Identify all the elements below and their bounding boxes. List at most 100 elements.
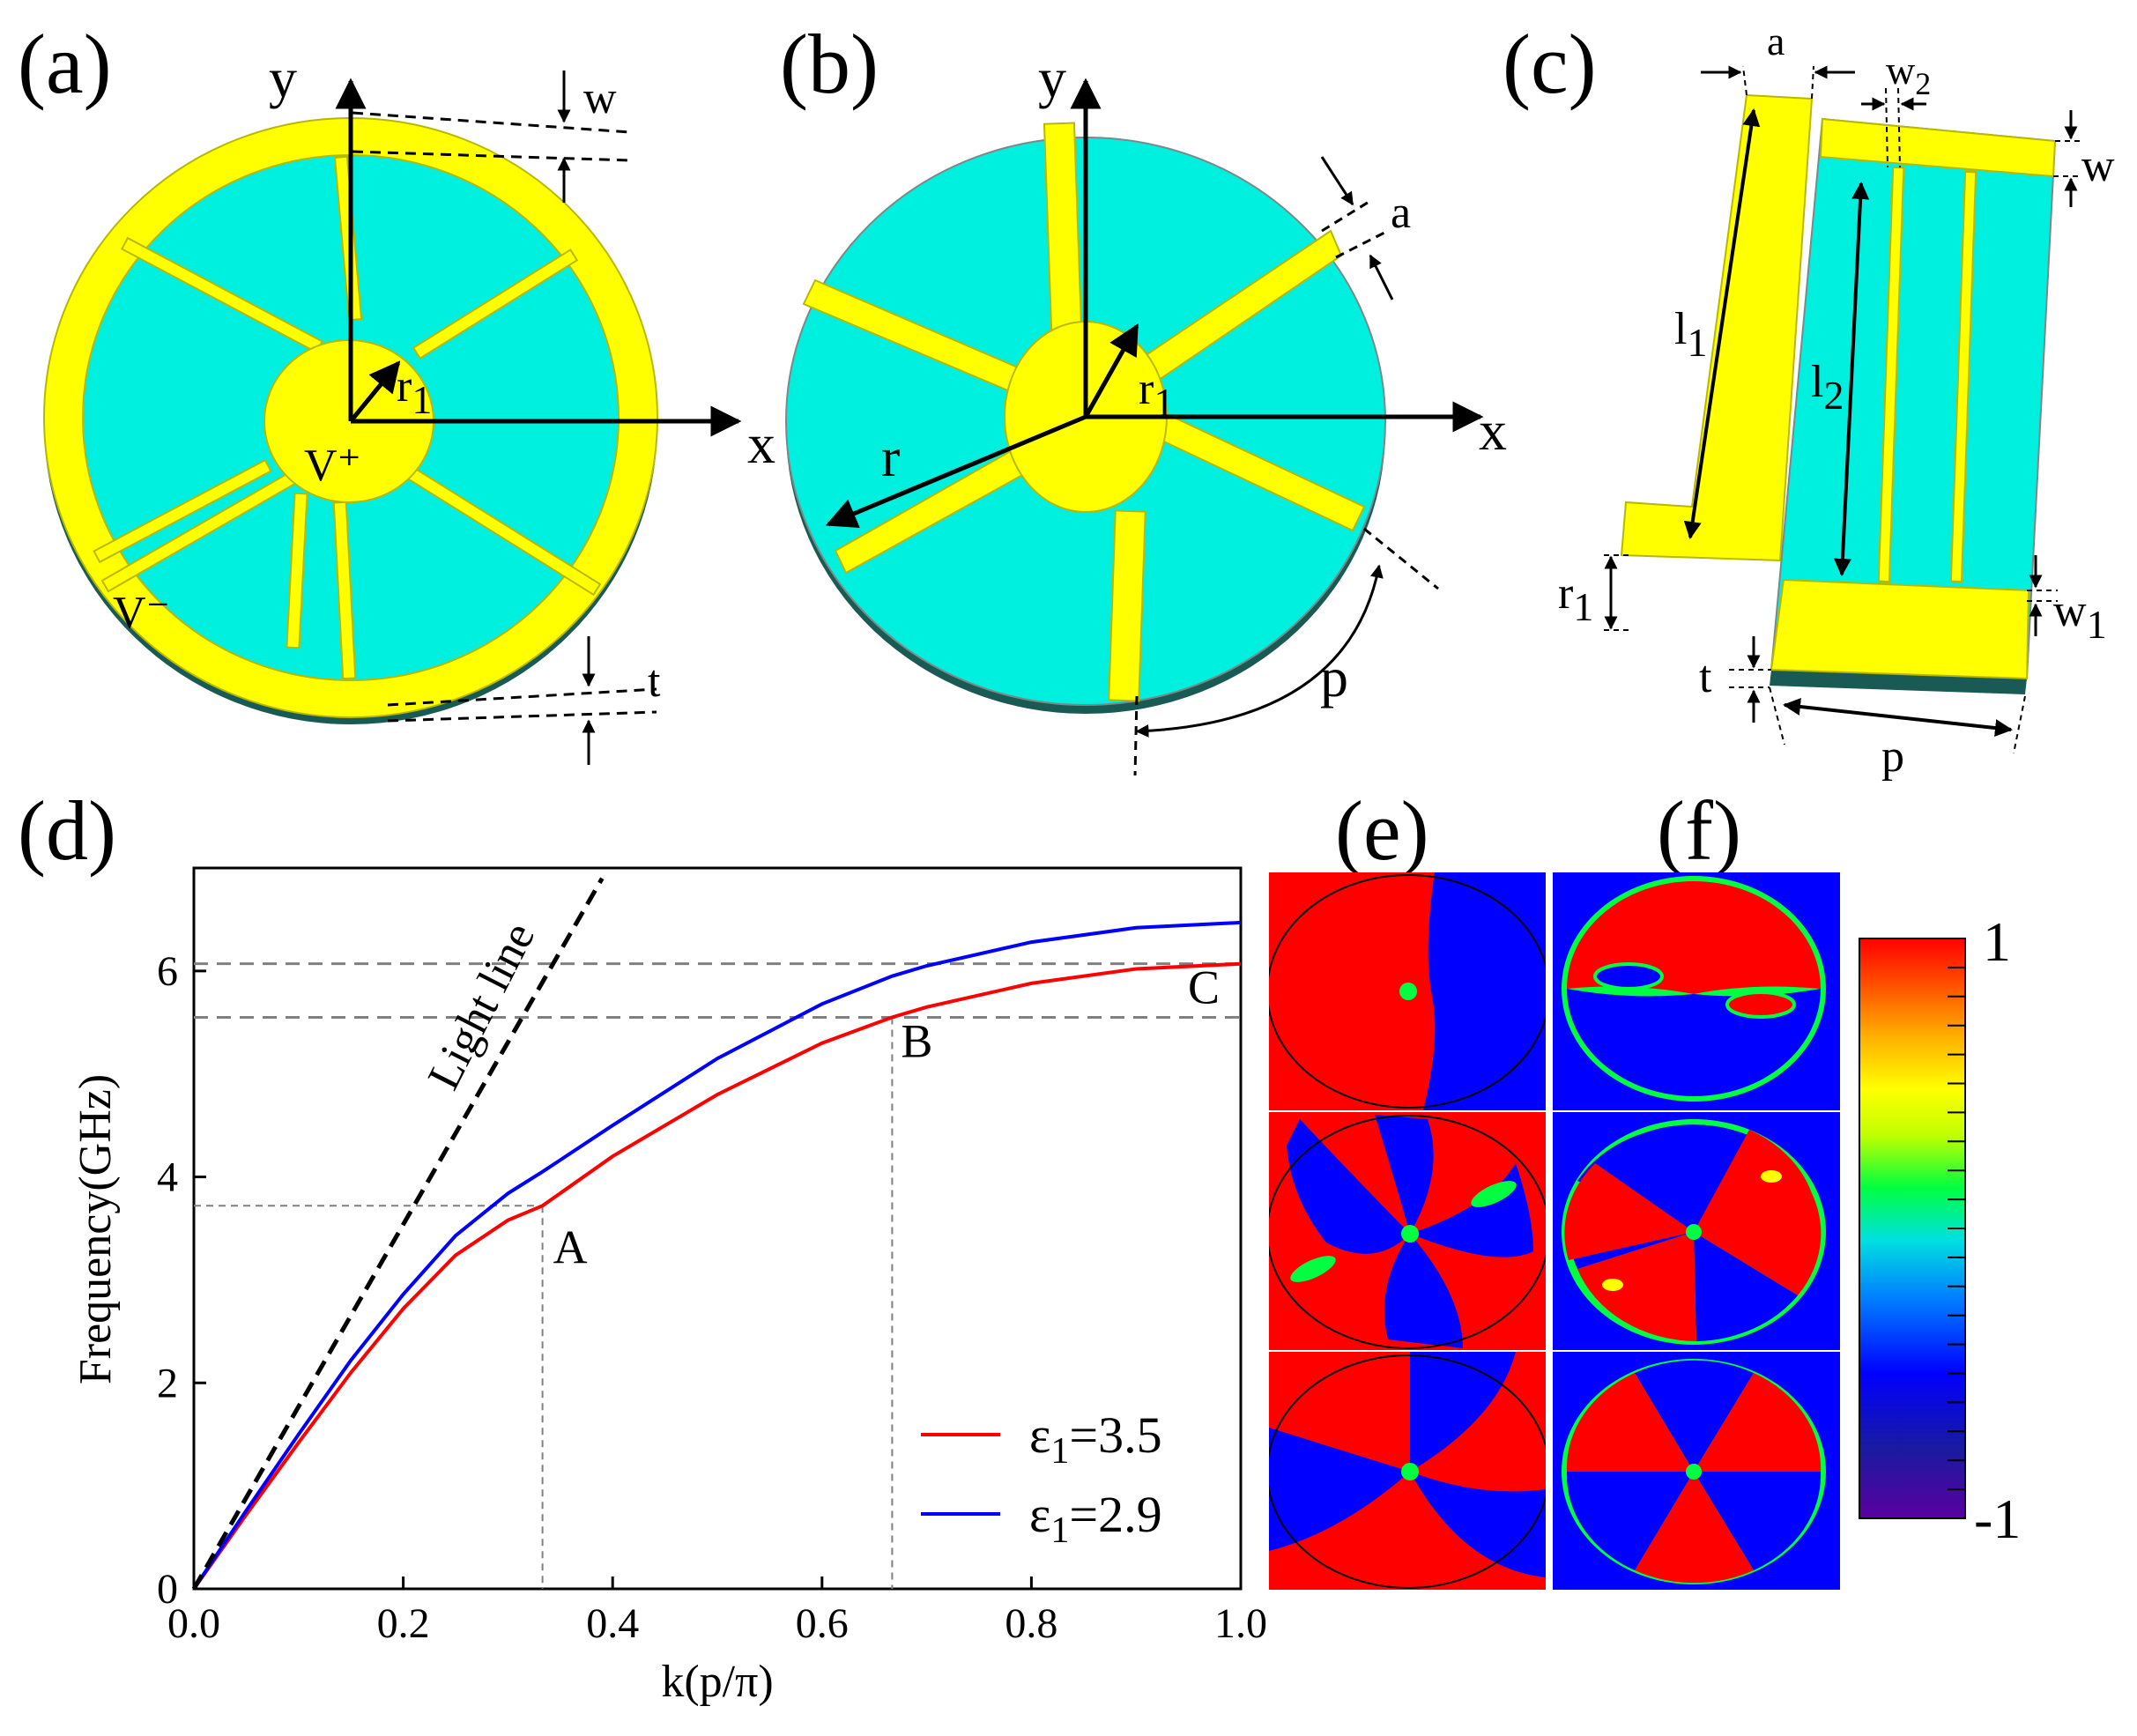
- b-p-dim-line-1: [1133, 695, 1139, 776]
- legend: ε1=3.5 ε1=2.9: [921, 1406, 1162, 1551]
- y-tick-label-0: 0: [157, 1566, 178, 1613]
- c-bottom-strip: [1770, 578, 2030, 680]
- colorbar-ticks: [1948, 938, 1965, 1519]
- c-l1-arrow: [1683, 108, 1761, 539]
- panel-b-label: (b): [780, 17, 879, 111]
- c-p-ext-1: [1769, 686, 1785, 746]
- b-a-arrow-1: [1320, 156, 1354, 206]
- panel-e-label: (e): [1335, 783, 1429, 878]
- point-label-C: C: [1188, 961, 1220, 1014]
- a-vplus-label: V⁺: [304, 441, 361, 491]
- b-p-dim-line-2: [1363, 527, 1439, 590]
- light-line-label: Light line: [419, 915, 545, 1097]
- legend-label-eps35: ε1=3.5: [1029, 1406, 1162, 1472]
- c-w2-label: w2: [1886, 48, 1931, 101]
- y-axis-label: Frequency(GHz): [70, 1074, 121, 1384]
- c-l2-arrow: [1833, 182, 1870, 576]
- b-p-label: p: [1320, 646, 1348, 708]
- reference-lines: [194, 962, 1241, 1589]
- c-p-ext-2: [2013, 695, 2026, 754]
- c-l2-label: l2: [1811, 357, 1844, 418]
- b-a-label: a: [1391, 188, 1411, 238]
- a-x-label: x: [747, 412, 775, 475]
- plot-frame: [192, 866, 1243, 1591]
- point-label-A: A: [553, 1220, 588, 1273]
- c-a-ext-1: [1742, 65, 1747, 96]
- b-a-arrow-2: [1369, 254, 1394, 300]
- x-axis-label: k(p/π): [661, 1657, 773, 1707]
- c-finger-2: [1949, 170, 1977, 583]
- panel-a-label: (a): [18, 17, 112, 111]
- panel-c: (c) a w2 w l1 l2 r1: [1503, 17, 2115, 782]
- x-tick-label-3: 0.6: [796, 1600, 849, 1647]
- x-tick-label-2: 0.4: [586, 1600, 639, 1647]
- x-tick-label-1: 0.2: [377, 1600, 430, 1647]
- x-tick-label-0: 0.0: [167, 1600, 220, 1647]
- radial-fingers: [93, 155, 602, 680]
- a-w-label: w: [583, 73, 617, 123]
- b-a-dim-line-2: [1335, 229, 1389, 259]
- b-r-arrow: [825, 414, 1087, 529]
- b-spokes: [802, 122, 1366, 702]
- b-r1-arrow: [1083, 323, 1139, 419]
- field-map-f-b: [1553, 1112, 1840, 1350]
- panel-f-label: (f): [1657, 783, 1741, 878]
- c-a-label: a: [1767, 19, 1785, 63]
- c-p-arrow: [1783, 698, 2013, 737]
- ticks: 0.0 0.2 0.4 0.6 0.8 1.0 0 2 4 6: [157, 948, 1267, 1647]
- c-ground: [1770, 670, 2027, 694]
- colorbar-max-label: 1: [1983, 910, 2011, 973]
- series-line-0: [192, 961, 1242, 1591]
- panel-d-label: (d): [18, 783, 116, 878]
- panels-e-f: (e) (f): [1269, 783, 2021, 1590]
- dispersion-chart: 0.0 0.2 0.4 0.6 0.8 1.0 0 2 4 6 A B C Light line ε1…: [70, 866, 1267, 1707]
- x-tick-label-5: 1.0: [1214, 1600, 1267, 1647]
- colorbar: 1 -1: [1859, 910, 2021, 1550]
- panel-c-label: (c): [1503, 17, 1597, 111]
- t-dim-line-bottom: [387, 710, 657, 723]
- series: [191, 877, 1242, 1591]
- b-r1-label: r1: [1139, 364, 1174, 425]
- c-w1-label: w1: [2053, 586, 2107, 647]
- r1-arrow: [349, 360, 401, 423]
- c-t-label: t: [1699, 652, 1712, 702]
- b-p-arc: [1135, 564, 1384, 738]
- t-dim-line-top: [387, 687, 657, 707]
- c-finger-1: [1877, 166, 1905, 583]
- c-w-label: w: [2081, 141, 2115, 191]
- point-label-B: B: [901, 1014, 932, 1067]
- a-t-label: t: [648, 657, 661, 707]
- c-w2-ext-1: [1885, 87, 1888, 168]
- field-map-f-c: [1553, 1352, 1840, 1590]
- a-y-label: y: [269, 47, 297, 109]
- c-p-label: p: [1881, 731, 1904, 782]
- series-line-2: [191, 877, 605, 1591]
- c-l1-label: l1: [1674, 304, 1707, 365]
- y-tick-label-2: 4: [157, 1154, 178, 1201]
- field-map-e-b: [1269, 1112, 1546, 1350]
- c-a-ext-2: [1811, 65, 1814, 100]
- field-map-e-a: [1269, 872, 1546, 1110]
- x-tick-label-4: 0.8: [1005, 1600, 1057, 1647]
- b-y-label: y: [1038, 47, 1066, 109]
- field-map-e-c: [1269, 1352, 1546, 1590]
- c-r1-label: r1: [1558, 568, 1593, 629]
- y-tick-label-1: 2: [157, 1360, 178, 1406]
- panel-a: (a) y x r1 V⁺ V⁻ w t: [18, 17, 775, 765]
- a-vminus-label: V⁻: [113, 588, 170, 638]
- b-r-label: r: [881, 426, 900, 488]
- w-dim-line-top: [352, 111, 631, 134]
- c-w2-ext-2: [1897, 87, 1901, 168]
- series-line-1: [192, 920, 1242, 1591]
- a-r1-label: r1: [397, 361, 432, 422]
- w-dim-line-bottom: [352, 150, 631, 162]
- y-tick-label-3: 6: [157, 948, 178, 995]
- colorbar-min-label: -1: [1974, 1487, 2021, 1550]
- point-labels: A B C: [553, 961, 1220, 1274]
- c-feed-strip: [1620, 93, 1814, 562]
- b-a-dim-line-1: [1321, 199, 1371, 233]
- panel-b: (b) y x r1 r a p: [780, 17, 1507, 776]
- b-x-label: x: [1479, 399, 1507, 462]
- field-map-f-a: [1553, 872, 1840, 1110]
